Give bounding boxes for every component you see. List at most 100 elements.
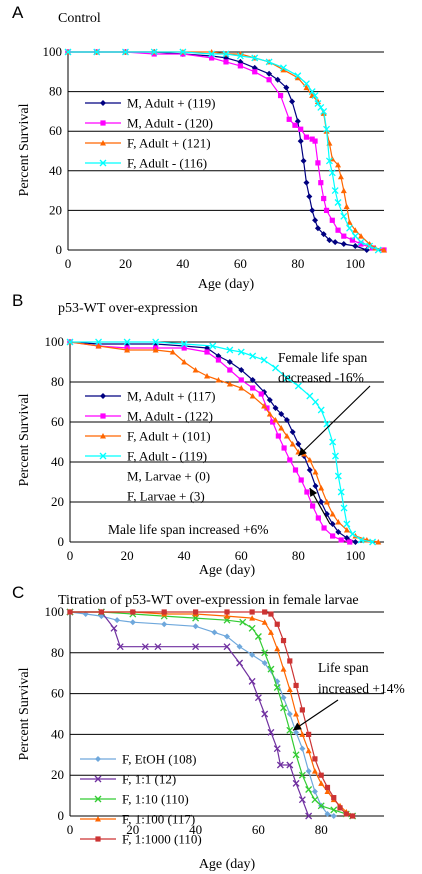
data-point xyxy=(204,349,210,355)
data-point xyxy=(254,633,262,640)
legend-label: F, 1:1000 (110) xyxy=(122,832,202,847)
series-line xyxy=(69,611,334,817)
data-point xyxy=(179,48,187,56)
legend-swatch-marker xyxy=(100,393,106,399)
series-line xyxy=(70,611,310,817)
data-point xyxy=(302,80,310,88)
chart-title: Titration of p53-WT over-expression in f… xyxy=(58,593,359,608)
data-point xyxy=(363,247,370,253)
data-point xyxy=(110,624,118,632)
y-tick-label: 100 xyxy=(45,334,65,349)
data-point xyxy=(314,225,321,232)
data-point xyxy=(335,161,342,168)
data-point xyxy=(287,457,293,463)
y-tick-label: 40 xyxy=(51,726,64,741)
data-point xyxy=(249,377,256,383)
data-point xyxy=(236,643,243,650)
data-point xyxy=(283,374,291,382)
x-tick-label: 40 xyxy=(189,822,202,837)
data-point xyxy=(262,609,268,615)
data-point xyxy=(237,348,245,356)
data-point xyxy=(292,467,299,473)
data-point xyxy=(338,537,344,543)
data-point xyxy=(129,619,136,626)
data-point xyxy=(287,658,293,664)
legend-label: M, Adult - (120) xyxy=(127,116,213,131)
data-point xyxy=(306,392,314,400)
data-point xyxy=(332,239,339,246)
data-point xyxy=(340,187,347,194)
legend-label: F, 1:1 (12) xyxy=(122,772,176,787)
data-point xyxy=(358,241,364,247)
legend-label: F, 1:10 (110) xyxy=(122,792,189,807)
data-point xyxy=(343,527,350,533)
data-point xyxy=(346,224,353,232)
annotation-arrowhead xyxy=(298,447,307,456)
y-tick-label: 20 xyxy=(49,202,62,217)
data-point xyxy=(311,768,318,774)
data-point xyxy=(312,469,319,475)
data-point xyxy=(335,519,342,525)
data-point xyxy=(248,624,256,632)
data-point xyxy=(323,499,330,505)
data-point xyxy=(215,377,222,383)
data-point xyxy=(312,138,318,144)
legend-label: M, Adult - (122) xyxy=(127,409,213,424)
data-point xyxy=(266,411,273,417)
data-point xyxy=(311,788,318,795)
data-point xyxy=(261,660,268,666)
x-tick-label: 60 xyxy=(252,822,265,837)
y-tick-label: 80 xyxy=(51,374,64,389)
data-point xyxy=(317,103,325,111)
y-tick-label: 0 xyxy=(58,534,65,549)
data-point xyxy=(249,393,256,399)
data-point xyxy=(329,438,337,446)
data-point xyxy=(329,521,336,527)
data-point xyxy=(335,529,342,535)
series-line xyxy=(68,51,385,251)
data-point xyxy=(309,207,316,214)
data-point xyxy=(82,611,89,618)
data-point xyxy=(349,530,357,538)
data-point xyxy=(286,761,294,769)
annotation-arrowhead xyxy=(309,488,318,497)
data-point xyxy=(329,511,336,517)
data-point xyxy=(326,237,333,244)
legend-label: F, 1:100 (117) xyxy=(122,812,195,827)
data-point xyxy=(204,373,211,379)
data-point xyxy=(266,77,272,83)
data-point xyxy=(293,711,300,717)
data-point xyxy=(249,609,255,615)
data-point xyxy=(320,231,327,238)
legend-label: F, Adult - (119) xyxy=(127,449,207,464)
data-point xyxy=(141,643,149,651)
data-point xyxy=(272,417,279,423)
data-point xyxy=(250,385,256,391)
x-tick-label: 0 xyxy=(67,822,74,837)
y-tick-label: 0 xyxy=(56,242,63,257)
data-point xyxy=(270,419,276,425)
data-point xyxy=(303,179,310,186)
data-point xyxy=(281,445,287,451)
data-point xyxy=(352,539,359,545)
data-point xyxy=(318,499,325,505)
data-point xyxy=(266,397,273,403)
x-tick-label: 80 xyxy=(291,256,304,271)
data-point xyxy=(292,779,300,787)
data-point xyxy=(192,367,199,373)
data-point xyxy=(238,367,245,373)
data-point xyxy=(267,728,275,736)
legend-swatch-marker xyxy=(94,775,102,783)
data-point xyxy=(311,796,319,804)
chart-title: Control xyxy=(58,11,101,26)
data-point xyxy=(193,609,199,615)
series-line xyxy=(70,611,353,817)
data-point xyxy=(286,116,292,122)
data-point xyxy=(324,784,331,791)
data-point xyxy=(237,63,243,69)
data-point xyxy=(272,405,279,411)
data-point xyxy=(154,643,162,651)
x-tick-label: 60 xyxy=(235,548,248,563)
legend-label: F, Adult - (116) xyxy=(127,156,207,171)
